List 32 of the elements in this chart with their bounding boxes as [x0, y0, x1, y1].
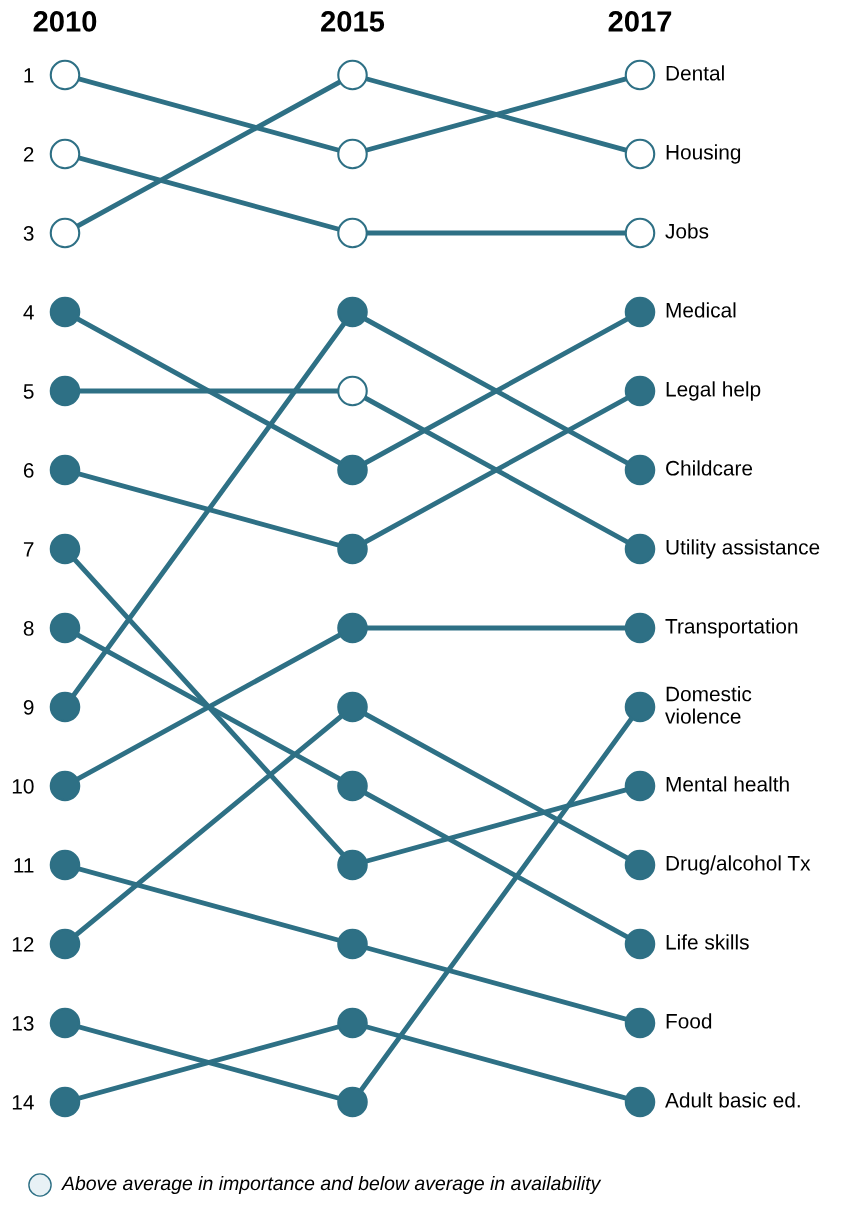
x-tick-label: 2015 [321, 11, 385, 32]
series-label: Jobs [665, 223, 709, 239]
series-label: Transportation [665, 618, 798, 638]
y-tick-label: 11 [14, 858, 34, 873]
series-label: Dental [666, 65, 724, 81]
text: Above average in importance and below average in availability [61, 1175, 602, 1195]
y-tick-label: 14 [12, 1095, 34, 1110]
y-tick-label: 4 [23, 305, 34, 320]
y-tick-label: 3 [23, 226, 34, 241]
y-tick-label: 7 [23, 542, 34, 557]
series-label: Childcare [666, 460, 753, 476]
y-tick-label: 13 [12, 1016, 34, 1031]
y-tick-label: 10 [12, 779, 34, 794]
x-tick-label: 2017 [608, 11, 672, 32]
y-tick-label: 12 [12, 937, 34, 952]
series-label: Medical [666, 302, 736, 318]
y-tick-label: 9 [23, 700, 34, 715]
series-label: Life skills [666, 934, 749, 950]
y-tick-label: 6 [23, 463, 34, 478]
series-label: Housing [666, 144, 741, 164]
y-tick-label: 1 [24, 68, 34, 83]
y-tick-label: 5 [23, 384, 34, 399]
series-label: Domestic violence [665, 686, 752, 724]
series-label: Drug/alcohol Tx [666, 855, 811, 875]
series-label: Utility assistance [666, 539, 820, 559]
y-tick-label: 2 [23, 147, 34, 162]
series-label: Food [666, 1013, 712, 1029]
y-tick-label: 8 [23, 621, 34, 636]
series-label: Adult basic ed. [665, 1092, 800, 1108]
series-label: Legal help [666, 381, 761, 401]
x-tick-label: 2010 [33, 11, 97, 32]
series-label: Mental health [666, 776, 789, 792]
